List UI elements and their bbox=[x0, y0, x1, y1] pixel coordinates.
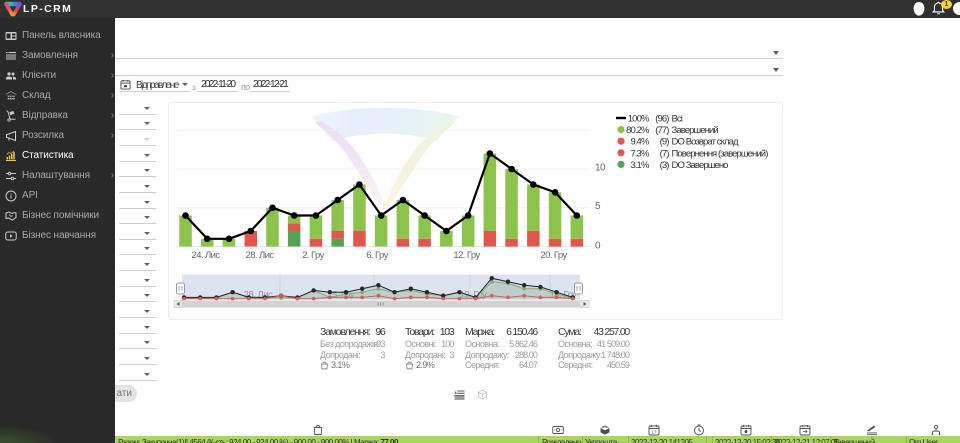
svg-text:17: 17 bbox=[651, 430, 657, 435]
